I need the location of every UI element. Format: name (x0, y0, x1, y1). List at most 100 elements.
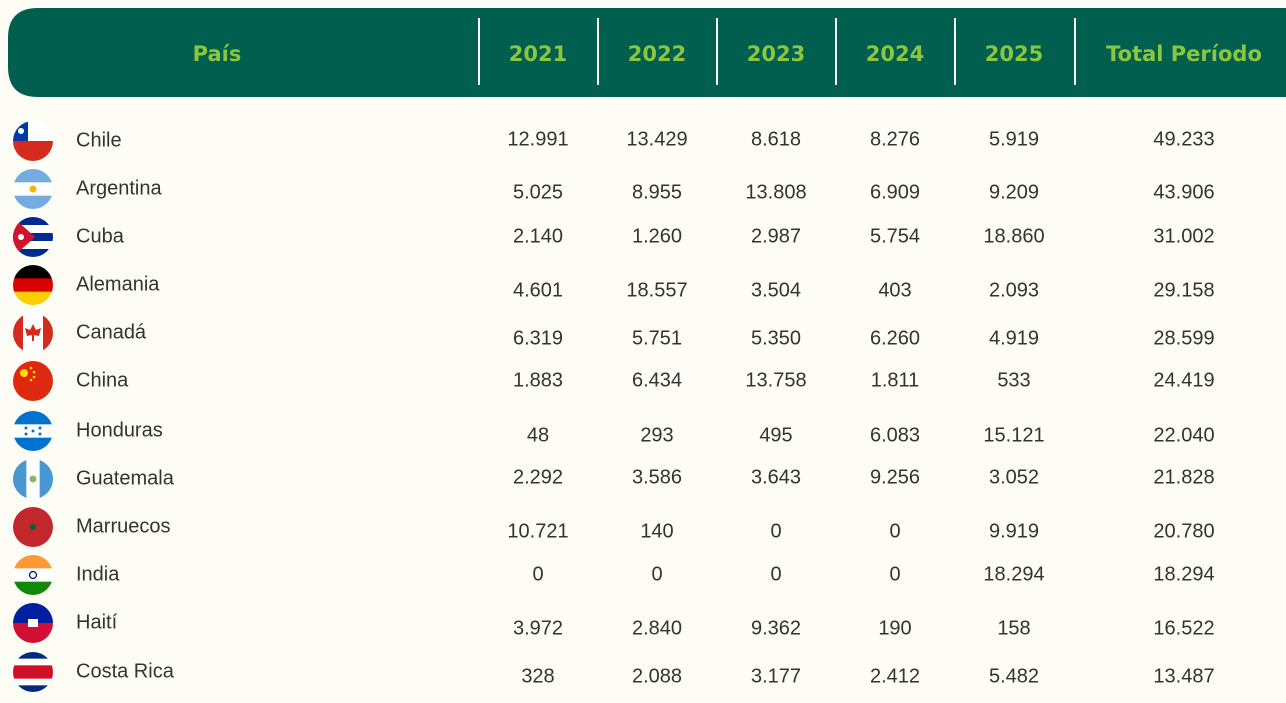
cell-value: 3.504 (751, 279, 801, 301)
stripe (13, 678, 53, 686)
cell-value: 0 (770, 520, 781, 542)
cell-value: 2.987 (751, 225, 801, 247)
cell-value: 8.618 (751, 128, 801, 150)
star (24, 432, 28, 436)
stripe (13, 459, 27, 499)
cell-value: 6.434 (632, 369, 682, 391)
cell-value: 6.909 (870, 181, 920, 203)
cell-value: 0 (770, 563, 781, 585)
cell-value: 328 (521, 665, 554, 687)
cell-value: 9.209 (989, 181, 1039, 203)
cell-value: 2.093 (989, 279, 1039, 301)
stripe (43, 313, 53, 353)
stripe (13, 217, 53, 226)
stripe (13, 652, 53, 659)
stripe (13, 313, 24, 353)
country-name: Honduras (76, 419, 163, 441)
country-name: Cuba (76, 225, 125, 247)
stripe (13, 658, 53, 666)
cell-value: 3.052 (989, 466, 1039, 488)
cell-value: 5.754 (870, 225, 920, 247)
header-cell: Total Período (1106, 42, 1262, 66)
star (38, 432, 42, 436)
cell-value: 9.362 (751, 617, 801, 639)
cell-value: 3.586 (632, 466, 682, 488)
cell-value: 6.319 (513, 327, 563, 349)
cell-value: 8.276 (870, 128, 920, 150)
cell-value: 140 (640, 520, 673, 542)
cell-value: 3.972 (513, 617, 563, 639)
cell-value: 158 (997, 617, 1030, 639)
stripe (39, 459, 53, 499)
header-cell: 2021 (509, 42, 567, 66)
cell-value: 18.294 (983, 563, 1044, 585)
cell-value: 9.919 (989, 520, 1039, 542)
cell-value: 28.599 (1153, 327, 1214, 349)
star (29, 366, 33, 370)
cell-value: 18.294 (1153, 563, 1214, 585)
emblem (29, 475, 37, 483)
cell-value: 13.758 (745, 369, 806, 391)
stripe (13, 603, 53, 624)
cell-value: 12.991 (507, 128, 568, 150)
flag (13, 217, 53, 257)
stripe (13, 555, 53, 569)
stripe (13, 411, 53, 425)
country-name: Marruecos (76, 515, 170, 537)
cell-value: 5.482 (989, 665, 1039, 687)
cell-value: 1.883 (513, 369, 563, 391)
cell-value: 21.828 (1153, 466, 1214, 488)
flag (13, 361, 53, 401)
stripe (13, 195, 53, 209)
cell-value: 10.721 (507, 520, 568, 542)
cell-value: 49.233 (1153, 128, 1214, 150)
cell-value: 403 (878, 279, 911, 301)
star (30, 524, 36, 530)
cell-value: 2.412 (870, 665, 920, 687)
country-name: Alemania (76, 273, 160, 295)
header-cell: 2023 (747, 42, 805, 66)
flag (13, 603, 53, 643)
stripe (13, 265, 53, 279)
emblem (28, 619, 38, 627)
stripe (13, 623, 53, 643)
cell-value: 0 (889, 563, 900, 585)
star (32, 375, 36, 379)
cell-value: 0 (532, 563, 543, 585)
cell-value: 3.643 (751, 466, 801, 488)
cell-value: 190 (878, 617, 911, 639)
cell-value: 3.177 (751, 665, 801, 687)
header-bar (8, 8, 1286, 97)
cell-value: 293 (640, 424, 673, 446)
star (20, 369, 28, 377)
stripe (13, 278, 53, 292)
star (18, 128, 24, 134)
header-cell: 2024 (866, 42, 924, 66)
country-name: China (76, 369, 129, 391)
header-cell: 2022 (628, 42, 686, 66)
cell-value: 2.088 (632, 665, 682, 687)
cell-value: 6.083 (870, 424, 920, 446)
cell-value: 533 (997, 369, 1030, 391)
stripe (13, 437, 53, 451)
cell-value: 13.429 (626, 128, 687, 150)
cell-value: 18.860 (983, 225, 1044, 247)
cell-value: 5.919 (989, 128, 1039, 150)
country-name: Canadá (76, 321, 147, 343)
stripe (13, 672, 53, 679)
cell-value: 29.158 (1153, 279, 1214, 301)
stripe (13, 169, 53, 183)
cell-value: 18.557 (626, 279, 687, 301)
stripe (13, 665, 53, 673)
stripe (13, 141, 53, 161)
cell-value: 2.292 (513, 466, 563, 488)
country-name: India (76, 563, 120, 585)
country-name: Chile (76, 129, 122, 151)
leaf (25, 324, 41, 341)
cell-value: 5.350 (751, 327, 801, 349)
cell-value: 13.808 (745, 181, 806, 203)
cell-value: 31.002 (1153, 225, 1214, 247)
cell-value: 43.906 (1153, 181, 1214, 203)
stripe (13, 225, 53, 234)
cell-value: 1.260 (632, 225, 682, 247)
